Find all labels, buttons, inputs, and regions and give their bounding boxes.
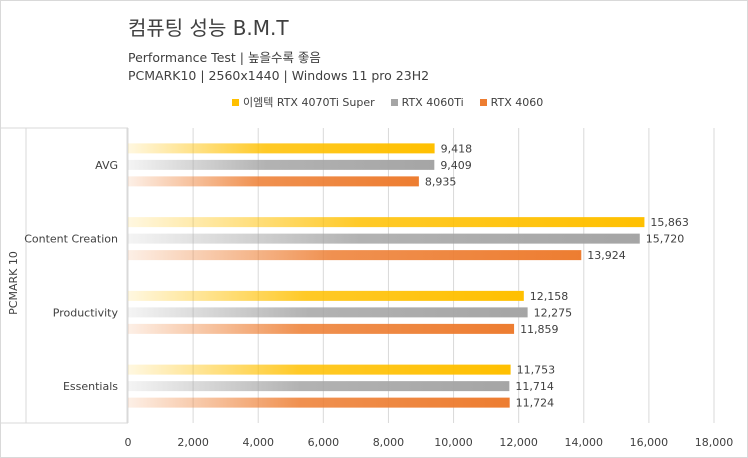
legend-swatch-3 [479, 98, 487, 106]
category-label: Essentials [63, 380, 118, 393]
bar [128, 233, 640, 244]
data-label: 13,924 [587, 249, 626, 262]
bar [128, 143, 435, 154]
legend-item-2: RTX 4060Ti [390, 94, 464, 110]
bar [128, 176, 419, 187]
x-tick-label: 2,000 [177, 436, 209, 449]
x-tick-label: 6,000 [308, 436, 340, 449]
bar [128, 381, 510, 392]
x-tick-label: 10,000 [434, 436, 473, 449]
category-label: Content Creation [24, 233, 118, 246]
data-label: 9,409 [440, 159, 472, 172]
data-label: 11,753 [517, 364, 556, 377]
y-axis-title: PCMARK 10 [7, 251, 20, 315]
chart-title: 컴퓨팅 성능 B.M.T [128, 16, 289, 40]
bar [128, 290, 524, 301]
x-tick-label: 14,000 [565, 436, 604, 449]
legend: 이엠텍 RTX 4070Ti Super RTX 4060Ti RTX 4060 [232, 94, 543, 110]
chart-subtitle-2: PCMARK10 | 2560x1440 | Windows 11 pro 23… [128, 68, 430, 83]
x-tick-label: 4,000 [242, 436, 274, 449]
data-label: 15,720 [646, 233, 685, 246]
x-tick-label: 18,000 [695, 436, 734, 449]
category-label: Productivity [53, 306, 119, 319]
legend-item-1: 이엠텍 RTX 4070Ti Super [232, 94, 375, 110]
data-label: 9,418 [441, 142, 473, 155]
data-label: 11,724 [516, 397, 555, 410]
bar [128, 250, 582, 261]
bar [128, 364, 511, 375]
data-label: 11,714 [515, 380, 554, 393]
legend-swatch-2 [390, 98, 398, 106]
bar [128, 217, 645, 228]
bar [128, 397, 510, 408]
legend-item-3: RTX 4060 [479, 94, 544, 110]
bar [128, 307, 528, 318]
x-tick-label: 8,000 [373, 436, 405, 449]
x-tick-label: 16,000 [630, 436, 669, 449]
category-label: AVG [95, 159, 118, 172]
x-tick-label: 0 [125, 436, 132, 449]
data-label: 15,863 [650, 216, 689, 229]
bar [128, 159, 435, 170]
data-label: 12,275 [534, 306, 573, 319]
legend-label-3: RTX 4060 [490, 95, 544, 109]
data-label: 11,859 [520, 323, 559, 336]
data-label: 8,935 [425, 175, 457, 188]
legend-label-1: 이엠텍 RTX 4070Ti Super [243, 96, 375, 109]
legend-label-2: RTX 4060Ti [401, 95, 464, 109]
bar [128, 323, 515, 334]
chart-subtitle-1: Performance Test | 높을수록 좋음 [128, 50, 321, 65]
legend-swatch-1 [232, 98, 239, 106]
x-tick-label: 12,000 [499, 436, 538, 449]
data-label: 12,158 [530, 290, 569, 303]
